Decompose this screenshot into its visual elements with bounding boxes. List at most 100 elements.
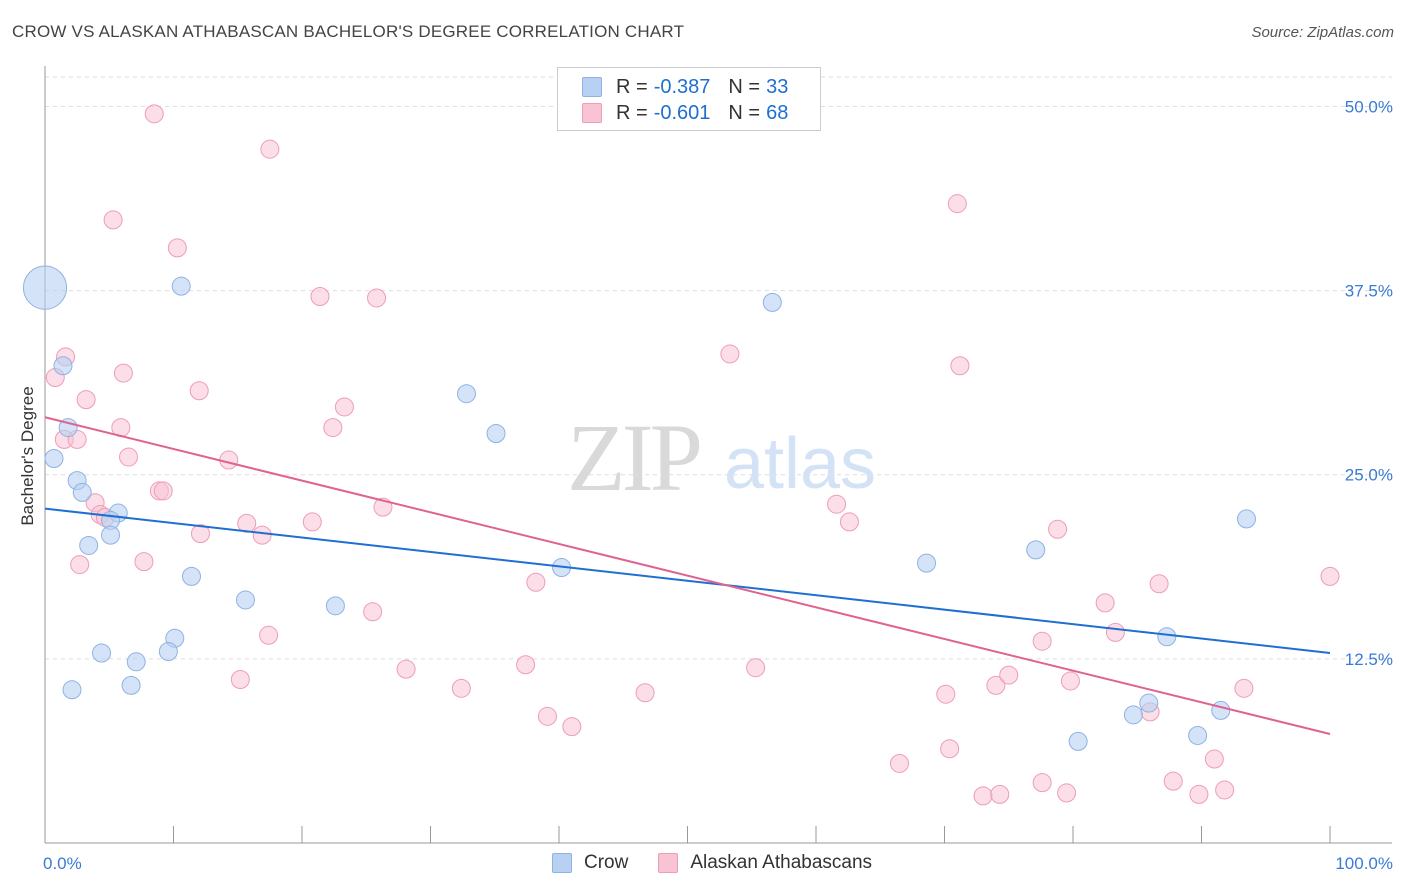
legend-row-athabascan: R = -0.601 N = 68 (582, 100, 788, 126)
athabascan-point (1060, 671, 1080, 691)
crow-swatch (552, 853, 572, 873)
athabascan-point (144, 104, 164, 124)
athabascan-point (1149, 574, 1169, 594)
crow-point (22, 265, 68, 310)
r-label: R = (616, 75, 648, 98)
athabascan-point (746, 658, 766, 678)
crow-point (1236, 509, 1256, 529)
y-tick-label: 37.5% (1345, 282, 1393, 301)
crow-point (44, 449, 64, 469)
athabascan-point (526, 572, 546, 592)
source-label: Source: ZipAtlas.com (1251, 24, 1394, 41)
x-tick-label: 100.0% (1335, 854, 1393, 873)
athabascan-point (890, 753, 910, 773)
n-value: 68 (766, 101, 789, 124)
athabascan-point (936, 684, 956, 704)
athabascan-point (1320, 566, 1340, 586)
athabascan-point (973, 786, 993, 806)
crow-point (1188, 725, 1208, 745)
athabascan-point (259, 625, 279, 645)
crow-point (1026, 540, 1046, 560)
athabascan-point (1057, 783, 1077, 803)
crow-point (79, 535, 99, 555)
athabascan-point (451, 678, 471, 698)
crow-trend-line (44, 507, 1331, 654)
athabascan-point (76, 390, 96, 410)
athabascan-point (947, 194, 967, 214)
crow-swatch (582, 77, 602, 97)
watermark-atlas: atlas (724, 424, 876, 504)
r-value: -0.601 (653, 101, 711, 124)
crow-point (171, 276, 191, 296)
crow-point (1123, 705, 1143, 725)
legend-row-crow: R = -0.387 N = 33 (582, 74, 788, 100)
r-value: -0.387 (653, 75, 711, 98)
athabascan-point (827, 494, 847, 514)
y-tick-label: 12.5% (1345, 650, 1393, 669)
athabascan-point (1163, 771, 1183, 791)
athabascan-point (119, 447, 139, 467)
athabascan-point (1048, 519, 1068, 539)
r-label: R = (616, 101, 648, 124)
athabascan-point (720, 344, 740, 364)
x-tick-label: 0.0% (43, 854, 82, 873)
watermark-zip: ZIP (567, 404, 700, 511)
n-value: 33 (766, 75, 789, 98)
athabascan-point (999, 665, 1019, 685)
crow-point (158, 642, 178, 661)
correlation-legend: R = -0.387 N = 33 R = -0.601 N = 68 (557, 67, 821, 131)
athabascan-point (537, 706, 557, 726)
athabascan-point (1032, 773, 1052, 793)
legend-label-athabascan: Alaskan Athabascans (690, 852, 873, 873)
athabascan-point (189, 381, 209, 401)
crow-point (1068, 731, 1088, 751)
athabascan-point (839, 512, 859, 532)
athabascan-point (1234, 678, 1254, 698)
crow-point (762, 292, 782, 312)
crow-point (62, 680, 82, 700)
legend-item-crow[interactable]: Crow (552, 852, 628, 874)
athabascan-point (190, 524, 210, 544)
athabascan-point (334, 397, 354, 417)
athabascan-point (562, 717, 582, 737)
y-tick-label: 25.0% (1345, 466, 1393, 485)
athabascan-point (310, 286, 330, 306)
athabascan-point (252, 525, 272, 545)
athabascan-point (1215, 780, 1235, 800)
n-label: N = (728, 101, 761, 124)
crow-point (53, 356, 73, 376)
athabascan-point (1095, 593, 1115, 613)
athabascan-point (134, 552, 154, 572)
athabascan-point (1189, 784, 1209, 804)
watermark: ZIP atlas (567, 404, 876, 511)
athabascan-point (70, 555, 90, 575)
crow-point (92, 643, 112, 663)
athabascan-point (396, 659, 416, 679)
n-label: N = (728, 75, 761, 98)
athabascan-point (950, 356, 970, 376)
athabascan-point (1204, 749, 1224, 769)
crow-point (456, 384, 476, 404)
athabascan-point (990, 784, 1010, 804)
crow-point (486, 423, 506, 443)
crow-point (1139, 693, 1159, 713)
crow-point (917, 553, 937, 573)
crow-point (235, 590, 255, 610)
athabascan-point (302, 512, 322, 532)
athabascan-point (323, 418, 343, 438)
legend-label-crow: Crow (584, 852, 629, 873)
athabascan-point (940, 739, 960, 759)
series-legend: Crow Alaskan Athabascans (552, 852, 902, 874)
y-tick-label: 50.0% (1345, 97, 1393, 116)
crow-point (1157, 627, 1177, 647)
y-axis-label: Bachelor's Degree (18, 386, 37, 526)
athabascan-point (167, 238, 187, 258)
crow-point (1211, 700, 1231, 720)
athabascan-point (260, 139, 280, 159)
crow-point (101, 525, 121, 545)
chart-title: CROW VS ALASKAN ATHABASCAN BACHELOR'S DE… (12, 22, 685, 41)
crow-point (181, 566, 201, 586)
athabascan-point (103, 210, 123, 230)
legend-item-athabascan[interactable]: Alaskan Athabascans (658, 852, 872, 874)
crow-point (72, 482, 92, 502)
